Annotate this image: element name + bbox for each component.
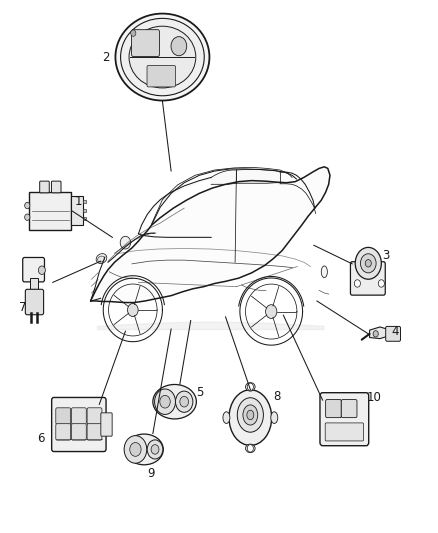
- Text: 8: 8: [273, 390, 281, 403]
- Circle shape: [354, 280, 360, 287]
- FancyBboxPatch shape: [52, 398, 106, 451]
- FancyBboxPatch shape: [71, 408, 86, 424]
- Circle shape: [180, 397, 188, 407]
- Ellipse shape: [237, 398, 263, 432]
- Circle shape: [360, 254, 376, 273]
- Circle shape: [365, 260, 371, 267]
- FancyBboxPatch shape: [320, 393, 369, 446]
- FancyBboxPatch shape: [386, 326, 400, 341]
- Ellipse shape: [321, 266, 327, 278]
- Ellipse shape: [129, 26, 196, 88]
- FancyBboxPatch shape: [40, 181, 49, 193]
- Ellipse shape: [116, 13, 209, 101]
- Polygon shape: [141, 179, 211, 225]
- Bar: [83, 209, 86, 212]
- Polygon shape: [91, 167, 330, 303]
- FancyBboxPatch shape: [87, 408, 102, 424]
- FancyBboxPatch shape: [71, 424, 86, 440]
- FancyBboxPatch shape: [56, 424, 71, 440]
- Ellipse shape: [120, 18, 204, 96]
- FancyBboxPatch shape: [51, 181, 61, 193]
- Circle shape: [176, 391, 193, 413]
- Circle shape: [127, 303, 138, 317]
- FancyBboxPatch shape: [56, 408, 71, 424]
- Ellipse shape: [246, 383, 255, 391]
- Circle shape: [147, 440, 163, 459]
- Ellipse shape: [246, 444, 255, 453]
- FancyBboxPatch shape: [147, 66, 176, 87]
- FancyBboxPatch shape: [29, 192, 71, 230]
- Text: 3: 3: [383, 249, 390, 262]
- Text: 7: 7: [19, 301, 26, 314]
- Circle shape: [130, 442, 141, 456]
- Polygon shape: [237, 169, 280, 183]
- Ellipse shape: [153, 384, 196, 419]
- FancyBboxPatch shape: [25, 289, 44, 315]
- Circle shape: [155, 389, 176, 415]
- FancyBboxPatch shape: [341, 400, 357, 418]
- Text: 1: 1: [74, 195, 82, 208]
- Circle shape: [355, 247, 381, 279]
- Circle shape: [151, 445, 159, 454]
- Ellipse shape: [247, 410, 254, 419]
- Circle shape: [25, 214, 30, 220]
- Circle shape: [378, 280, 385, 287]
- Ellipse shape: [229, 390, 272, 446]
- Circle shape: [373, 330, 378, 337]
- FancyBboxPatch shape: [350, 262, 385, 295]
- Ellipse shape: [271, 412, 278, 423]
- FancyBboxPatch shape: [71, 196, 83, 225]
- Text: 5: 5: [196, 386, 204, 399]
- Circle shape: [247, 383, 253, 391]
- Text: 6: 6: [37, 432, 45, 446]
- Circle shape: [171, 37, 187, 56]
- Circle shape: [39, 266, 46, 274]
- FancyBboxPatch shape: [23, 257, 45, 282]
- Circle shape: [25, 203, 30, 209]
- FancyBboxPatch shape: [325, 423, 364, 441]
- Ellipse shape: [96, 254, 107, 263]
- Ellipse shape: [243, 405, 258, 425]
- Text: 9: 9: [147, 467, 155, 480]
- Text: 2: 2: [102, 51, 110, 63]
- FancyBboxPatch shape: [101, 413, 112, 436]
- Ellipse shape: [125, 434, 163, 465]
- Circle shape: [160, 395, 170, 408]
- Circle shape: [124, 435, 147, 463]
- Bar: [83, 200, 86, 204]
- Circle shape: [131, 30, 136, 36]
- Circle shape: [247, 445, 253, 452]
- Bar: [30, 278, 39, 293]
- FancyBboxPatch shape: [131, 30, 159, 56]
- Ellipse shape: [98, 256, 105, 262]
- Circle shape: [265, 305, 277, 318]
- Polygon shape: [370, 327, 387, 338]
- FancyBboxPatch shape: [87, 424, 102, 440]
- Circle shape: [120, 236, 131, 249]
- Ellipse shape: [223, 412, 230, 423]
- Text: 4: 4: [391, 325, 399, 338]
- Bar: [83, 217, 86, 220]
- Polygon shape: [211, 170, 237, 184]
- FancyBboxPatch shape: [325, 400, 341, 418]
- Text: 10: 10: [367, 392, 382, 405]
